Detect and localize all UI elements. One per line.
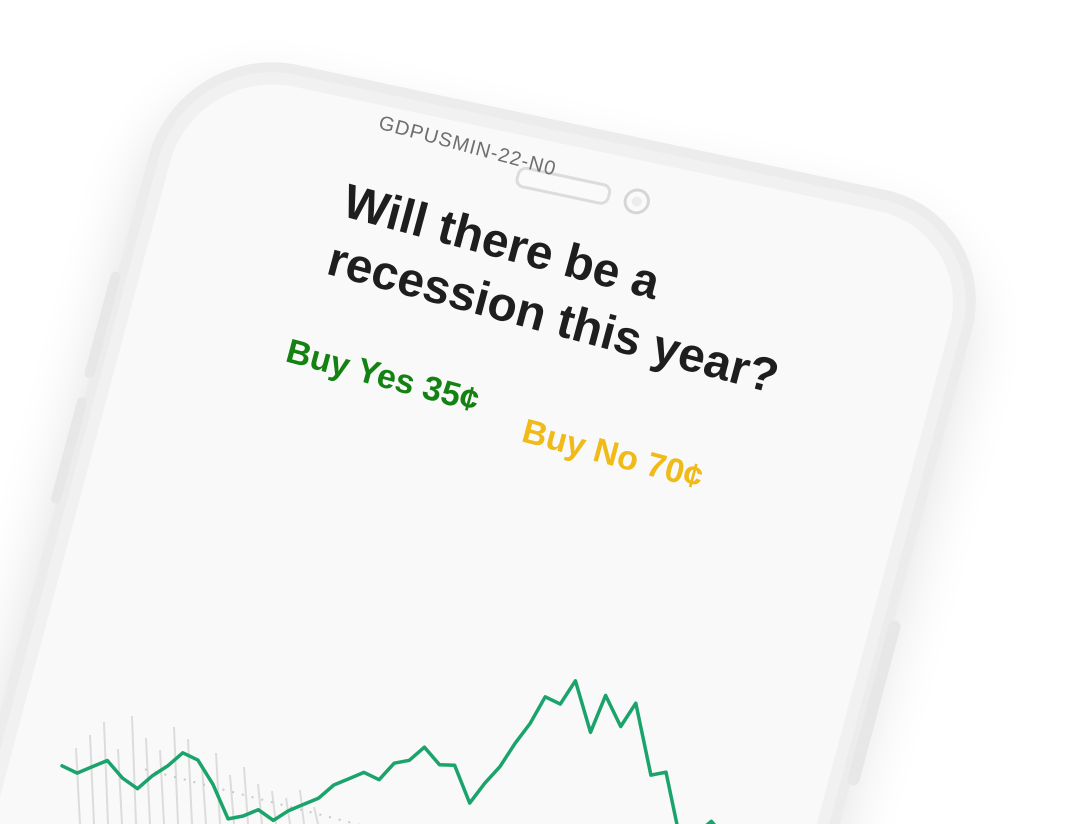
phone-screen <box>0 65 976 824</box>
